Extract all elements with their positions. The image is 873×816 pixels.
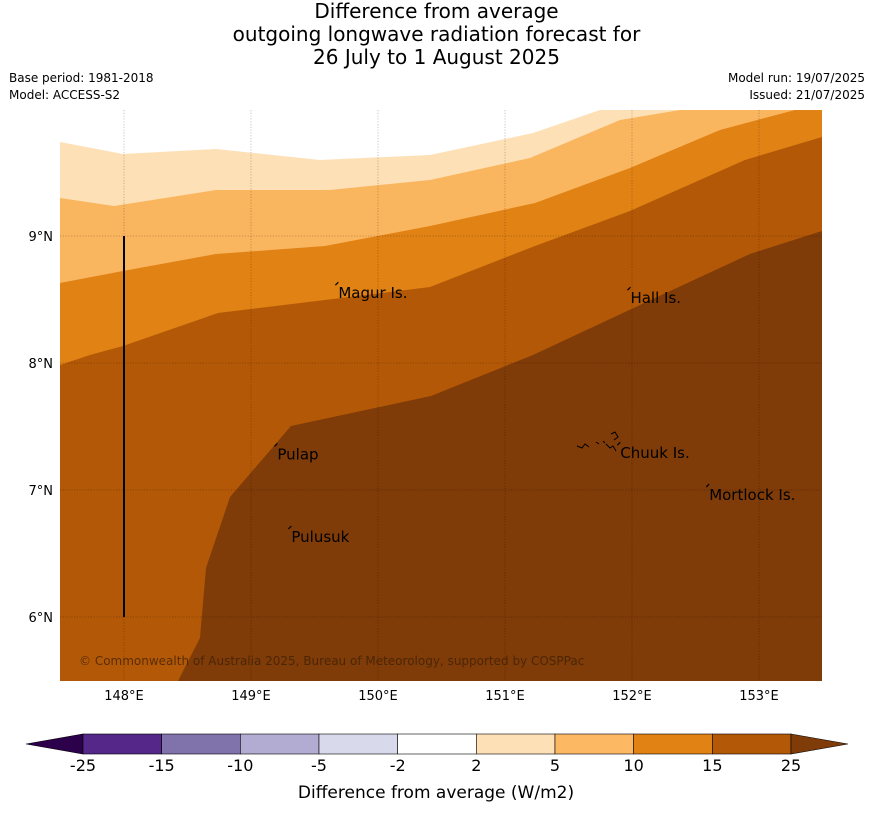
colorbar-under-extension: [25, 733, 84, 755]
colorbar-tick-label: 5: [550, 756, 560, 775]
lon-tick-label: 150°E: [358, 689, 398, 704]
colorbar-segment: [161, 733, 241, 755]
colorbar-tick-label: 10: [623, 756, 643, 775]
colorbar-segment: [318, 733, 398, 755]
colorbar-tick-label: -10: [227, 756, 253, 775]
place-label: Magur Is.: [338, 284, 407, 302]
island-mark: [627, 286, 631, 291]
contour-bands: Magur Is. Hall Is. Pulap Chuuk Is. Mortlock …: [60, 110, 822, 681]
colorbar-tick-label: 25: [781, 756, 801, 775]
colorbar-title: Difference from average (W/m2): [298, 783, 574, 803]
colorbar: [25, 733, 849, 755]
band-gt-25: [178, 231, 822, 681]
title-line-2: outgoing longwave radiation forecast for: [232, 22, 641, 46]
copyright-note: © Commonwealth of Australia 2025, Bureau…: [79, 654, 584, 668]
island-mark: [287, 525, 292, 530]
colorbar-segment: [82, 733, 162, 755]
chuuk-coastline: [576, 431, 619, 452]
place-label: Chuuk Is.: [620, 444, 689, 462]
longitude-axis: 148°E 149°E 150°E 151°E 152°E 153°E: [104, 689, 779, 704]
colorbar-segment: [397, 733, 477, 755]
gridlines: [60, 110, 822, 681]
lat-tick-label: 9°N: [29, 230, 54, 245]
place-label: Pulusuk: [291, 528, 349, 546]
colorbar-over-extension: [790, 733, 849, 755]
lon-tick-label: 152°E: [612, 689, 652, 704]
colorbar-tick-labels: -25 -15 -10 -5 -2 2 5 10 15 25: [70, 756, 801, 775]
colorbar-tick-label: -15: [149, 756, 175, 775]
colorbar-segment: [633, 733, 713, 755]
title-line-1: Difference from average: [314, 0, 559, 23]
model-name: Model: ACCESS-S2: [9, 88, 121, 102]
latitude-axis: 9°N 8°N 7°N 6°N: [29, 230, 54, 626]
place-label: Mortlock Is.: [709, 486, 795, 504]
colorbar-segment: [240, 733, 320, 755]
colorbar-tick-label: -5: [311, 756, 327, 775]
colorbar-segment: [476, 733, 556, 755]
base-period: Base period: 1981-2018: [9, 71, 154, 85]
colorbar-tick-label: -25: [70, 756, 96, 775]
model-run: Model run: 19/07/2025: [727, 71, 865, 85]
colorbar-tick-label: 15: [702, 756, 722, 775]
lon-tick-label: 153°E: [739, 689, 779, 704]
title-line-3: 26 July to 1 August 2025: [313, 45, 560, 69]
colorbar-tick-label: 2: [471, 756, 481, 775]
colorbar-tick-label: -2: [390, 756, 406, 775]
place-label: Hall Is.: [630, 289, 681, 307]
colorbar-segment: [712, 733, 792, 755]
lon-tick-label: 149°E: [231, 689, 271, 704]
island-mark: [334, 281, 339, 286]
lon-tick-label: 148°E: [104, 689, 144, 704]
chart-title: Difference from average outgoing longwav…: [0, 0, 873, 69]
lon-tick-label: 151°E: [485, 689, 525, 704]
island-mark: [705, 483, 710, 488]
lat-tick-label: 8°N: [29, 357, 54, 372]
meta-right: Model run: 19/07/2025 Issued: 21/07/2025: [728, 70, 865, 104]
colorbar-segment: [554, 733, 634, 755]
lat-tick-label: 7°N: [29, 484, 54, 499]
island-mark: [616, 441, 621, 446]
lat-tick-label: 6°N: [29, 611, 54, 626]
place-label: Pulap: [277, 445, 318, 463]
issued-date: Issued: 21/07/2025: [749, 88, 865, 102]
place-labels: Magur Is. Hall Is. Pulap Chuuk Is. Mortlock …: [273, 281, 795, 546]
meta-left: Base period: 1981-2018 Model: ACCESS-S2: [9, 70, 154, 104]
island-mark: [273, 443, 278, 447]
